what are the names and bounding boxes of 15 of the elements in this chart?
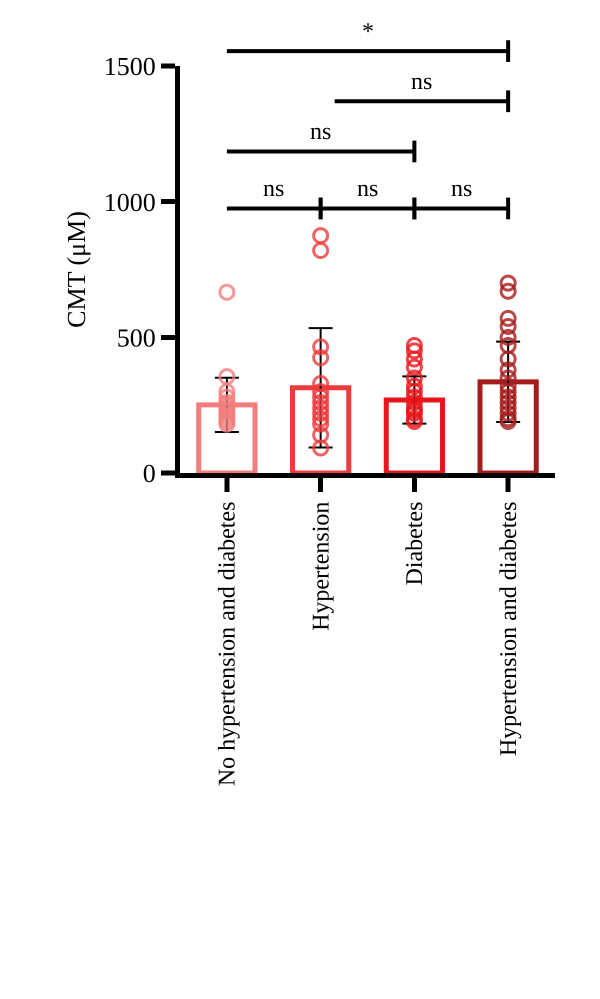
y-tick-label: 1500 [104, 52, 156, 82]
y-tick-label: 500 [116, 323, 156, 352]
x-tick-label: Hypertension [308, 502, 334, 631]
annotation: ns [263, 176, 284, 202]
annotation: ns [451, 176, 472, 202]
y-tick-label: 1000 [104, 188, 156, 217]
text: * [362, 19, 374, 45]
annotation: ns [310, 119, 332, 145]
x-tick-label: Hypertension and diabetes [496, 502, 522, 756]
x-tick-label: No hypertension and diabetes [214, 502, 241, 786]
annotation: ns [411, 69, 432, 95]
annotation: ns [357, 176, 378, 202]
y-axis-title: CMT (μM) [62, 211, 92, 328]
x-tick-label: Diabetes [402, 502, 428, 586]
y-tick-label: 0 [142, 459, 156, 488]
